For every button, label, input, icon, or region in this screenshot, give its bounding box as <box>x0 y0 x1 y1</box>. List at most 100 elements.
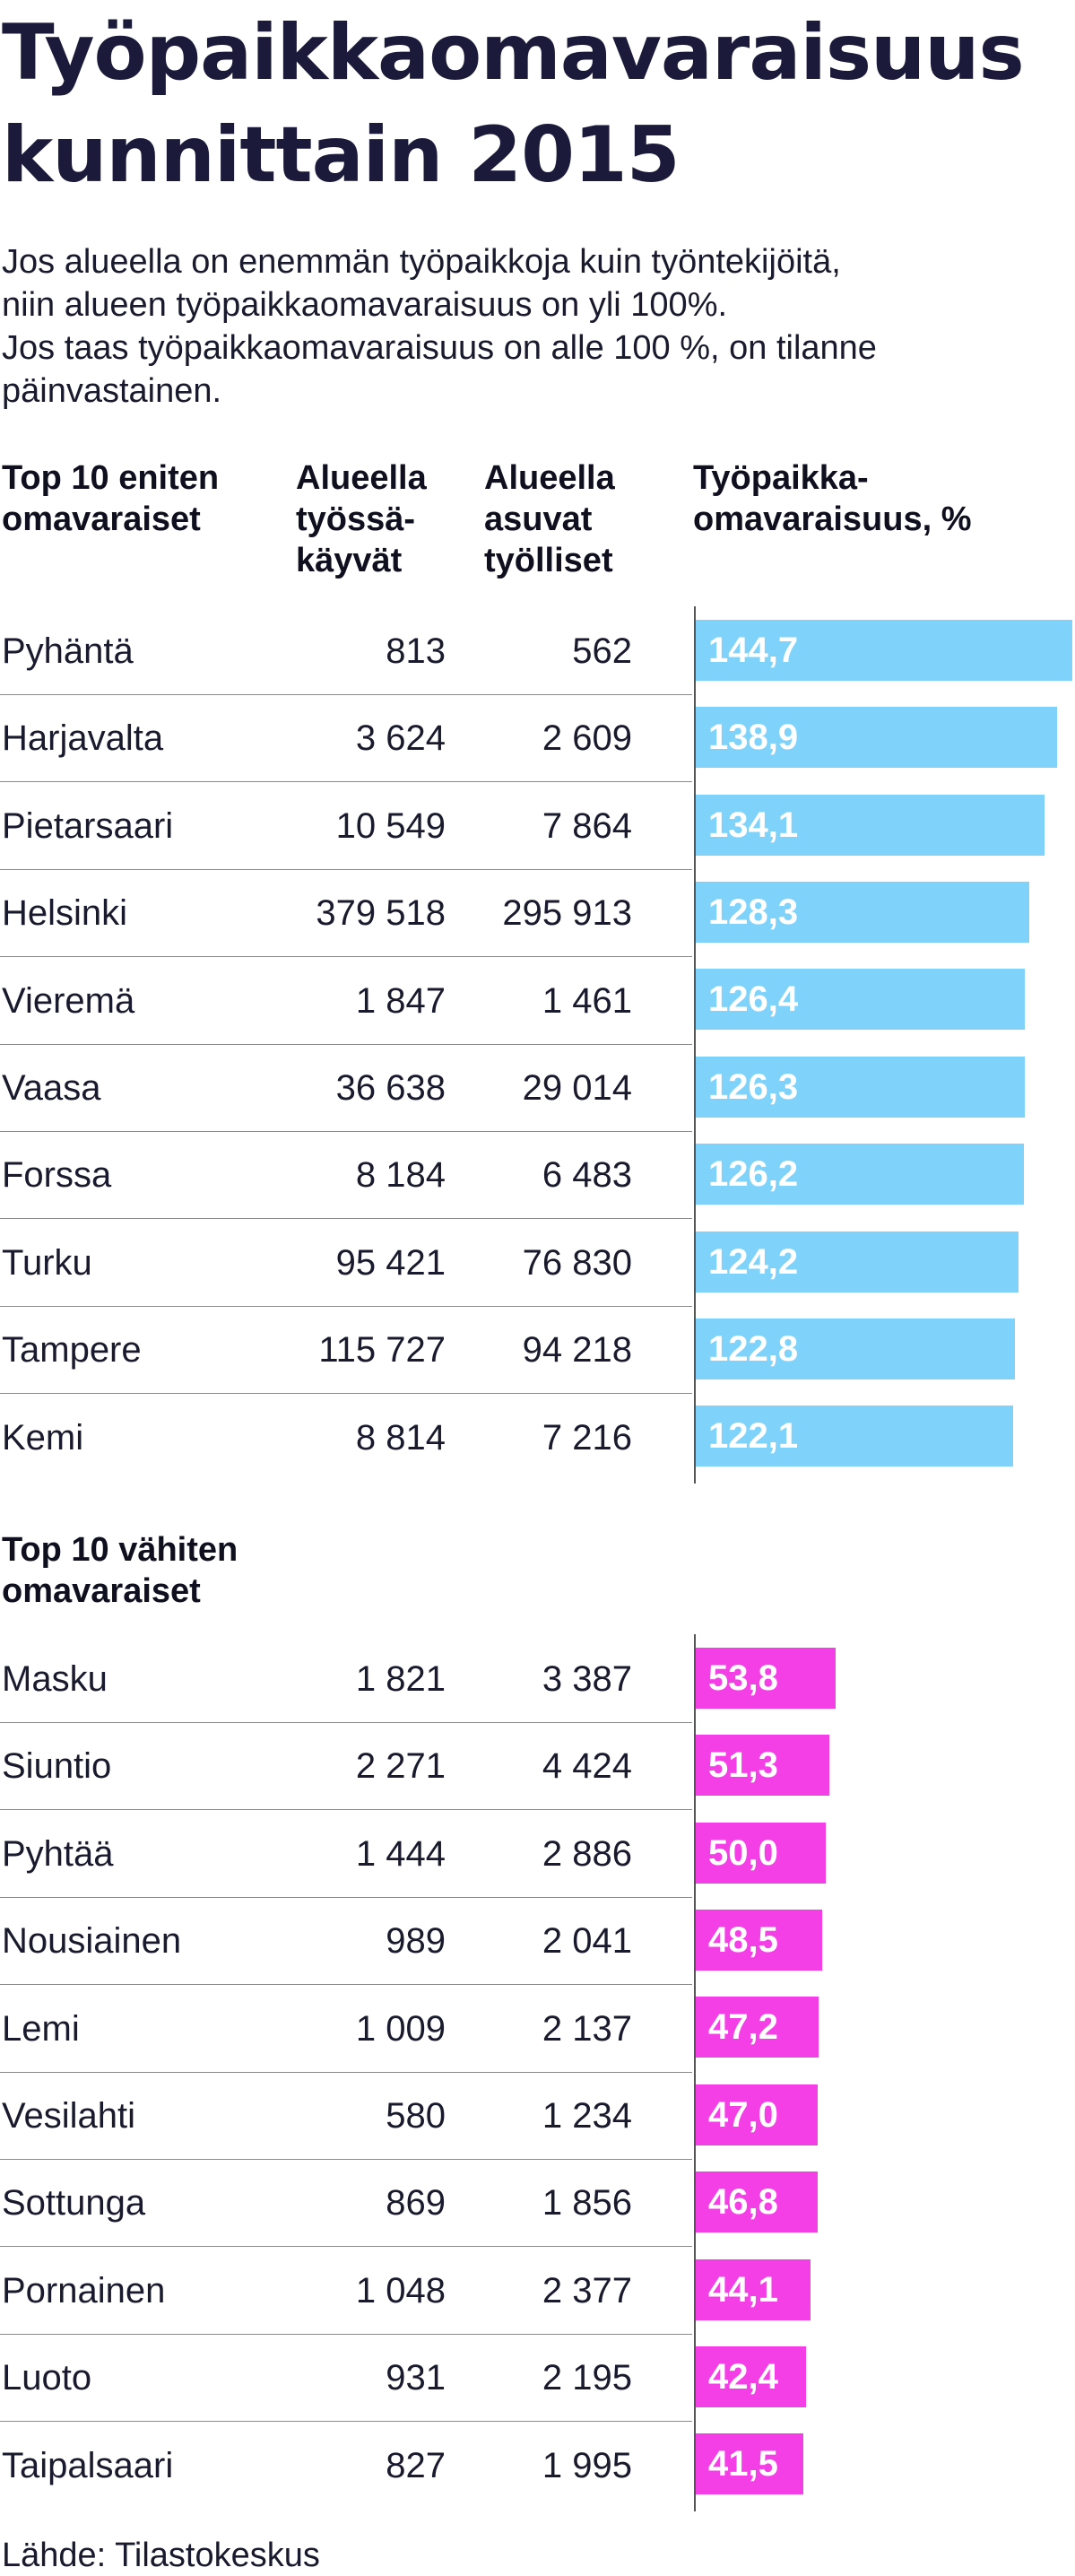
bar-axis-line <box>694 1634 696 2511</box>
intro-line: päinvastainen. <box>2 372 222 410</box>
table-row: Turku 95 421 76 830 <box>0 1220 695 1307</box>
bar-value-label: 51,3 <box>708 1745 778 1786</box>
bar-value-label: 53,8 <box>708 1658 778 1698</box>
table-row: Taipalsaari 827 1 995 <box>0 2423 695 2510</box>
table-row: Luoto 931 2 195 <box>0 2335 695 2423</box>
table-row: Vaasa 36 638 29 014 <box>0 1045 695 1132</box>
table-row: Helsinki 379 518 295 913 <box>0 870 695 958</box>
top-group-line-2: omavaraiset <box>2 500 201 538</box>
top-group-line-1: Top 10 eniten <box>2 459 220 497</box>
workers-value: 827 <box>386 2445 446 2485</box>
municipality-name: Vesilahti <box>2 2096 135 2136</box>
bar <box>696 2084 819 2145</box>
row-divider <box>0 1809 692 1811</box>
bar-axis-line <box>694 606 696 1484</box>
workers-value: 8 814 <box>355 1417 446 1458</box>
municipality-name: Pietarsaari <box>2 805 174 846</box>
municipality-name: Sottunga <box>2 2183 146 2224</box>
residents-value: 2 041 <box>542 1921 632 1962</box>
municipality-name: Forssa <box>2 1155 112 1196</box>
bar <box>696 1231 1019 1292</box>
municipality-name: Harjavalta <box>2 718 164 759</box>
residents-value: 7 216 <box>542 1417 632 1458</box>
bar-value-label: 122,1 <box>708 1416 799 1457</box>
bar-value-label: 46,8 <box>708 2182 778 2223</box>
workers-value: 1 444 <box>355 1833 446 1874</box>
residents-value: 1 995 <box>542 2445 632 2485</box>
bar <box>696 1822 827 1884</box>
column-header-selfsufficiency: Työpaikka- omavaraisuus, % <box>693 459 972 538</box>
table-row: Sottunga 869 1 856 <box>0 2160 695 2248</box>
municipality-name: Nousiainen <box>2 1921 182 1962</box>
table-row: Tampere 115 727 94 218 <box>0 1307 695 1395</box>
page-title: Työpaikkaomavaraisuus kunnittain 2015 <box>2 8 1025 200</box>
row-divider <box>0 1043 692 1045</box>
bar <box>696 2258 811 2320</box>
row-divider <box>0 956 692 958</box>
bar <box>696 2171 818 2233</box>
municipality-name: Pyhäntä <box>2 631 134 671</box>
bar-value-label: 122,8 <box>708 1328 799 1369</box>
source-note: Lähde: Tilastokeskus <box>2 2537 320 2574</box>
workers-value: 379 518 <box>316 893 446 934</box>
municipality-name: Helsinki <box>2 893 128 934</box>
row-divider <box>0 1393 692 1395</box>
table-row: Pietarsaari 10 549 7 864 <box>0 783 695 870</box>
bottom-group-header: Top 10 vähiten omavaraiset <box>2 1529 238 1612</box>
top-group-header: Top 10 eniten omavaraiset <box>2 457 219 540</box>
bar-value-label: 47,0 <box>708 2094 778 2135</box>
table-row: Forssa 8 184 6 483 <box>0 1132 695 1220</box>
workers-value: 10 549 <box>335 805 446 846</box>
bar-value-label: 144,7 <box>708 630 799 670</box>
workers-value: 1 821 <box>355 1659 446 1699</box>
bar <box>696 1318 1016 1379</box>
workers-value: 2 271 <box>355 1746 446 1787</box>
bar <box>696 1909 822 1971</box>
row-divider <box>0 781 692 783</box>
bar <box>696 881 1030 943</box>
row-divider <box>0 868 692 870</box>
municipality-name: Lemi <box>2 2008 80 2049</box>
bar <box>696 1144 1025 1205</box>
residents-value: 6 483 <box>542 1155 632 1196</box>
bar-value-label: 44,1 <box>708 2269 778 2310</box>
row-divider <box>0 2246 692 2248</box>
workers-value: 3 624 <box>355 718 446 759</box>
residents-value: 1 461 <box>542 980 632 1021</box>
workers-value: 95 421 <box>335 1242 446 1283</box>
bar <box>696 2345 807 2407</box>
bar <box>696 707 1058 769</box>
table-row: Harjavalta 3 624 2 609 <box>0 695 695 783</box>
row-divider <box>0 1896 692 1898</box>
residents-value: 2 137 <box>542 2008 632 2049</box>
bar-value-label: 134,1 <box>708 805 799 845</box>
bar <box>696 1647 837 1709</box>
municipality-name: Luoto <box>2 2358 92 2398</box>
municipality-name: Masku <box>2 1659 108 1699</box>
workers-value: 580 <box>386 2096 446 2136</box>
table-row: Vieremä 1 847 1 461 <box>0 958 695 1045</box>
residents-value: 76 830 <box>522 1242 632 1283</box>
table-row: Siuntio 2 271 4 424 <box>0 1723 695 1811</box>
row-divider <box>0 1722 692 1723</box>
residents-value: 1 234 <box>542 2096 632 2136</box>
residents-value: 2 886 <box>542 1833 632 1874</box>
intro-text: Jos alueella on enemmän työpaikkoja kuin… <box>2 240 1060 413</box>
bar <box>696 1405 1014 1467</box>
workers-value: 813 <box>386 631 446 671</box>
column-header-residents: Alueella asuvat työlliset <box>484 459 615 579</box>
row-divider <box>0 2333 692 2335</box>
row-divider <box>0 1984 692 1986</box>
bar-value-label: 50,0 <box>708 1832 778 1873</box>
table-row: Masku 1 821 3 387 <box>0 1636 695 1723</box>
bar-value-label: 47,2 <box>708 2007 778 2048</box>
bar-value-label: 42,4 <box>708 2356 778 2397</box>
bar-value-label: 126,2 <box>708 1154 799 1195</box>
workers-value: 8 184 <box>355 1155 446 1196</box>
row-divider <box>0 1131 692 1132</box>
table-row: Pornainen 1 048 2 377 <box>0 2248 695 2335</box>
residents-value: 29 014 <box>522 1068 632 1108</box>
bar <box>696 2433 804 2495</box>
bar <box>696 969 1025 1031</box>
residents-value: 2 195 <box>542 2358 632 2398</box>
